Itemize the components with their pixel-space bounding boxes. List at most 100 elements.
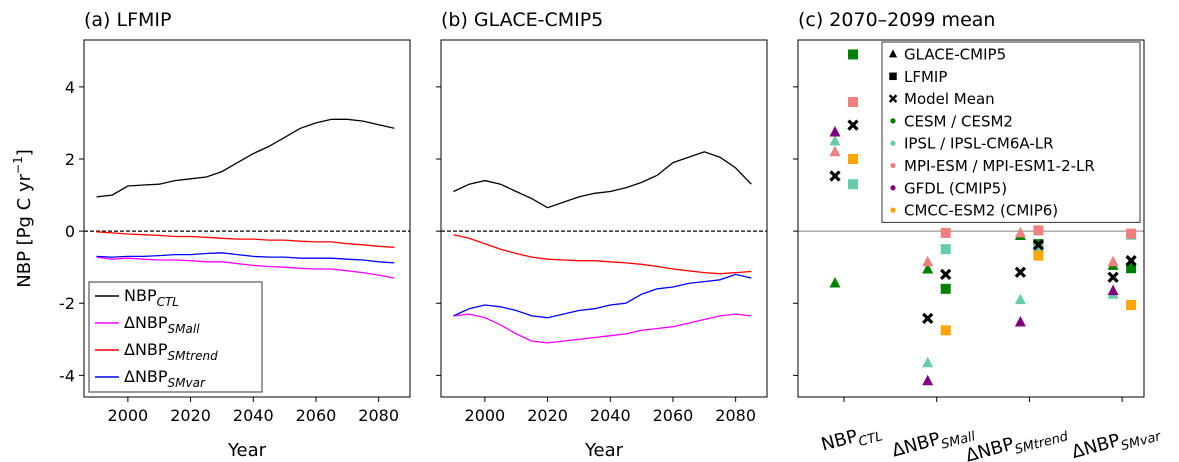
marker-triangle: [829, 125, 841, 137]
y-tick-label: 0: [65, 222, 75, 241]
marker-cross: [922, 312, 934, 325]
marker-cross: [1107, 271, 1119, 283]
y-tick-label: 2: [65, 150, 75, 169]
legend-label-base: ΔNBP: [124, 313, 168, 332]
marker-triangle: [1014, 226, 1026, 238]
legend-label-sub: SMvar: [168, 376, 206, 390]
marker-square: [1126, 228, 1137, 239]
marker-triangle: [1107, 255, 1119, 267]
legend-label-base: ΔNBP: [124, 367, 168, 386]
x-tick-label-sub: CTL: [857, 429, 884, 450]
legend-label-sub: CTL: [157, 295, 179, 309]
marker-triangle: [1014, 293, 1026, 305]
data-line: [96, 252, 395, 264]
marker-cross: [1032, 239, 1045, 251]
data-line: [96, 256, 395, 279]
x-tick-label: 2080: [715, 406, 756, 425]
marker-cross: [847, 119, 859, 131]
marker-triangle: [922, 262, 934, 274]
marker-square: [1033, 225, 1044, 236]
x-axis-label: Year: [584, 440, 624, 461]
marker-square: [940, 244, 951, 255]
y-tick-label: -2: [59, 294, 75, 313]
x-tick-label: 2000: [108, 406, 149, 425]
axes-frame: [440, 39, 768, 398]
x-tick-label: ΔNBPSMall: [890, 419, 978, 462]
y-tick-label: 4: [65, 78, 75, 97]
x-tick-label: 2040: [233, 406, 274, 425]
legend-label: Model Mean: [904, 90, 995, 108]
x-tick-label: 2020: [527, 406, 568, 425]
marker-square: [940, 227, 951, 238]
marker-circle: [890, 207, 896, 213]
x-tick-label-sub: SMtrend: [1013, 429, 1070, 458]
y-axis-label: NBP [Pg C yr−1]: [11, 149, 35, 288]
marker-square: [940, 283, 951, 294]
marker-triangle: [922, 255, 934, 267]
x-tick-label-base: ΔNBP: [890, 428, 943, 461]
x-tick-label: ΔNBPSMtrend: [963, 419, 1070, 462]
marker-square: [1126, 263, 1137, 274]
marker-cross: [888, 94, 898, 103]
marker-square: [889, 72, 897, 81]
data-line: [96, 118, 395, 198]
marker-triangle: [888, 49, 898, 58]
data-line: [453, 313, 752, 344]
marker-triangle: [922, 356, 934, 368]
marker-triangle: [1014, 315, 1026, 327]
marker-circle: [890, 140, 896, 146]
legend-label: NBPCTL: [124, 286, 179, 309]
axes-frame: [797, 39, 1145, 398]
marker-square: [848, 49, 858, 60]
legend-box: [881, 41, 1141, 223]
marker-triangle: [829, 134, 841, 146]
y-tick-label: -4: [59, 366, 75, 385]
x-tick-label-base: ΔNBP: [1070, 430, 1123, 462]
x-tick-label: NBPCTL: [819, 420, 884, 460]
x-tick-label: 2080: [358, 406, 399, 425]
x-tick-label-base: NBP: [819, 426, 860, 456]
legend-label: GFDL (CMIP5): [904, 179, 1007, 197]
legend-label: IPSL / IPSL-CM6A-LR: [904, 135, 1054, 153]
legend-label-sub: SMall: [168, 322, 201, 336]
marker-square: [1033, 250, 1044, 261]
x-tick-label: 2060: [653, 406, 694, 425]
legend-label: ΔNBPSMall: [124, 313, 200, 336]
marker-triangle: [829, 145, 841, 157]
y-label-text: NBP [Pg C yr: [14, 173, 35, 287]
data-line: [453, 234, 752, 275]
panel-title: (b) GLACE-CMIP5: [441, 9, 603, 31]
marker-circle: [890, 185, 896, 191]
x-tick-label: 2040: [590, 406, 631, 425]
marker-square: [1033, 244, 1044, 255]
legend-label: ΔNBPSMtrend: [124, 340, 218, 363]
marker-square: [848, 154, 858, 164]
x-axis-label: Year: [227, 440, 267, 461]
y-label-end: ]: [14, 149, 35, 156]
marker-triangle: [1107, 284, 1119, 296]
marker-square: [940, 325, 951, 336]
legend-label-base: NBP: [124, 286, 157, 305]
x-tick-label: 2060: [296, 406, 337, 425]
legend-label: GLACE-CMIP5: [904, 46, 1006, 64]
panel-title: (a) LFMIP: [84, 9, 171, 31]
legend-label-base: ΔNBP: [124, 340, 168, 359]
x-tick-label: 2020: [170, 406, 211, 425]
axes-frame: [83, 39, 411, 398]
marker-triangle: [922, 374, 934, 386]
marker-square: [848, 97, 858, 108]
marker-square: [848, 179, 858, 190]
marker-circle: [890, 162, 896, 169]
x-tick-label: 2000: [465, 406, 506, 425]
marker-square: [1126, 300, 1137, 311]
x-tick-label: ΔNBPSMvar: [1070, 419, 1164, 462]
legend-label: ΔNBPSMvar: [124, 367, 206, 390]
marker-cross: [940, 268, 952, 281]
legend-label: CMCC-ESM2 (CMIP6): [904, 202, 1058, 220]
marker-triangle: [829, 277, 841, 288]
data-line: [453, 273, 752, 319]
panel-title: (c) 2070–2099 mean: [798, 9, 995, 31]
data-line: [96, 231, 395, 248]
marker-cross: [1125, 255, 1137, 267]
